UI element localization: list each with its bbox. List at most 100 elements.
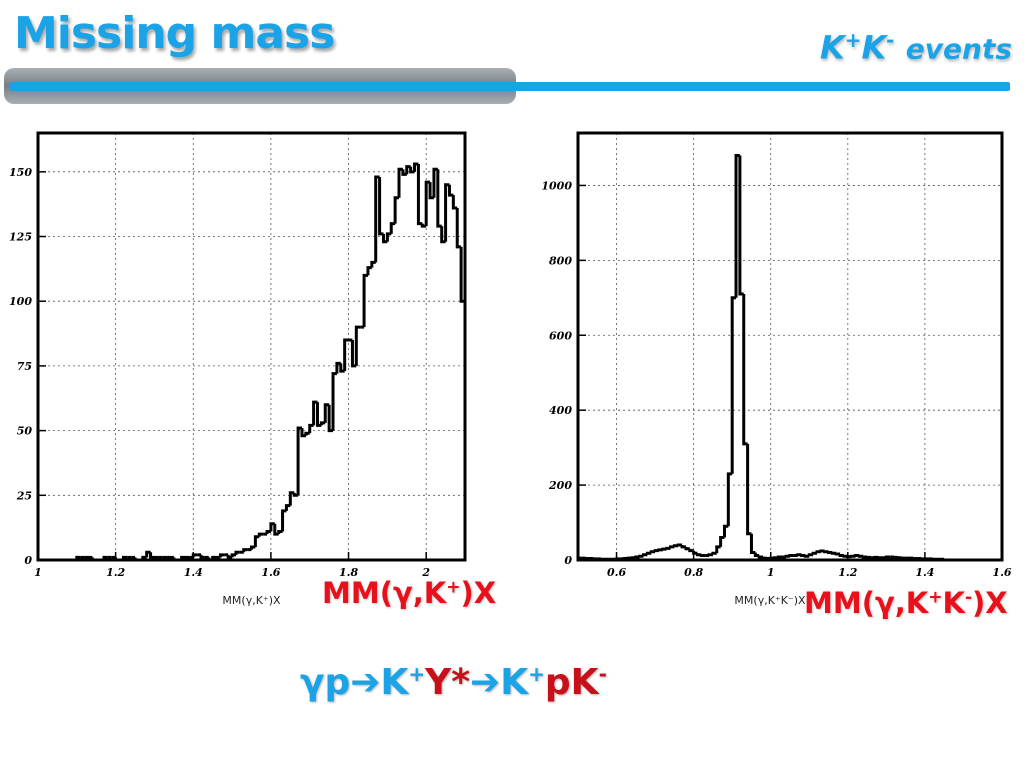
- page-title: Missing mass: [14, 8, 335, 59]
- right-formula-post: )X: [972, 586, 1008, 620]
- right-x-tick-label: 0.6: [607, 566, 626, 579]
- right-x-tick-label: 1.6: [992, 566, 1011, 579]
- right-formula-pre: MM(γ,K: [804, 586, 929, 620]
- left-x-tick-label: 1.6: [261, 566, 280, 579]
- reaction-ystar: Y*: [425, 662, 471, 703]
- left-bins: [38, 162, 465, 562]
- left-bin: [409, 166, 415, 174]
- right-bin: [719, 536, 725, 547]
- left-bin: [354, 325, 361, 366]
- reaction-arrow-1: ➔: [350, 662, 381, 703]
- left-y-tick-label: 0: [24, 554, 32, 567]
- right-x-tick-label: 0.8: [684, 566, 703, 579]
- left-bin: [308, 423, 314, 434]
- left-bin: [428, 182, 434, 200]
- right-bin: [807, 553, 814, 557]
- right-y-tick-label: 800: [549, 254, 572, 267]
- reaction-pk-charge: -: [598, 662, 607, 686]
- right-bin: [699, 554, 706, 558]
- left-bin: [300, 428, 306, 438]
- right-bin: [688, 548, 694, 553]
- right-formula-sup1: +: [928, 587, 943, 608]
- right-x-tick-label: 1.4: [915, 566, 934, 579]
- subtitle-k1-charge: +: [844, 28, 862, 52]
- right-bin: [861, 555, 868, 559]
- right-y-tick-label: 400: [549, 404, 572, 417]
- left-bin: [455, 208, 462, 249]
- left-bin: [218, 553, 225, 558]
- left-y-tick-label: 25: [16, 489, 32, 502]
- right-bin: [649, 550, 656, 554]
- left-bin: [370, 260, 376, 268]
- right-bin: [827, 551, 833, 555]
- right-formula-sup2: -: [964, 587, 973, 608]
- left-bin: [145, 550, 151, 558]
- left-bin: [362, 273, 368, 328]
- right-bin: [695, 553, 702, 557]
- right-bin: [749, 533, 756, 555]
- reaction-k1: K: [380, 662, 409, 703]
- right-bin: [661, 547, 667, 551]
- left-x-axis-title: MM(γ,K⁺)X: [222, 594, 281, 607]
- right-bin: [711, 551, 717, 555]
- left-x-tick-label: 1: [34, 566, 42, 579]
- left-formula: MM(γ,K+)X: [322, 576, 496, 610]
- left-bin: [440, 226, 446, 244]
- left-formula-sup: +: [446, 577, 461, 598]
- left-bin: [335, 361, 341, 374]
- right-bin: [642, 553, 648, 557]
- right-bin: [854, 554, 860, 558]
- right-bin: [823, 550, 829, 554]
- left-bin: [312, 400, 318, 426]
- right-frame: [576, 131, 1004, 562]
- left-bin: [413, 162, 419, 172]
- right-bin: [884, 555, 891, 559]
- left-x-tick-label: 2: [421, 566, 430, 579]
- left-bin: [393, 196, 400, 224]
- right-bin: [707, 553, 713, 557]
- right-bin: [634, 555, 640, 559]
- right-bin: [811, 551, 817, 555]
- right-bin: [838, 554, 844, 558]
- left-y-tick-label: 75: [17, 360, 32, 373]
- right-bin: [857, 554, 864, 558]
- right-x-tick-label: 1: [767, 566, 775, 579]
- right-bin: [657, 548, 663, 552]
- right-bin: [815, 550, 821, 554]
- subtitle-k2: K: [861, 28, 887, 67]
- left-bin: [447, 184, 454, 197]
- left-formula-post: )X: [460, 576, 497, 610]
- left-bin: [401, 169, 407, 176]
- left-bin: [304, 431, 310, 436]
- left-bin: [234, 550, 240, 555]
- right-bins: [578, 153, 945, 561]
- right-bin: [742, 294, 748, 446]
- left-bin: [416, 164, 423, 226]
- left-bin: [323, 403, 330, 423]
- left-bin: [199, 554, 205, 559]
- right-formula: MM(γ,K+K-)X: [804, 586, 1008, 620]
- left-bin: [288, 491, 295, 506]
- left-bin: [451, 195, 458, 210]
- reaction-pk: pK: [544, 662, 599, 703]
- right-x-axis-title: MM(γ,K⁺K⁻)X: [734, 594, 806, 607]
- right-histogram: 0.6 0.8 1 1.2 1.4 1.6 0 200 400 600 800 1000 MM(γ,K⁺…: [541, 131, 1012, 607]
- right-bin: [730, 296, 737, 474]
- left-bin: [432, 167, 438, 198]
- left-bin: [296, 426, 302, 496]
- right-bin: [788, 554, 794, 558]
- right-bin: [746, 443, 752, 536]
- right-bin: [776, 555, 783, 559]
- left-bin: [281, 509, 287, 532]
- right-bin: [722, 524, 729, 538]
- left-bin: [277, 530, 283, 535]
- left-bin: [253, 535, 260, 548]
- left-bin: [250, 545, 256, 550]
- right-x-tick-label: 1.2: [838, 566, 857, 579]
- right-y-tick-label: 200: [548, 479, 572, 492]
- left-bin: [374, 175, 380, 263]
- left-bin: [405, 165, 411, 175]
- left-y-tick-label: 150: [9, 166, 32, 179]
- left-bin: [385, 232, 392, 242]
- left-formula-pre: MM(γ,K: [322, 576, 447, 610]
